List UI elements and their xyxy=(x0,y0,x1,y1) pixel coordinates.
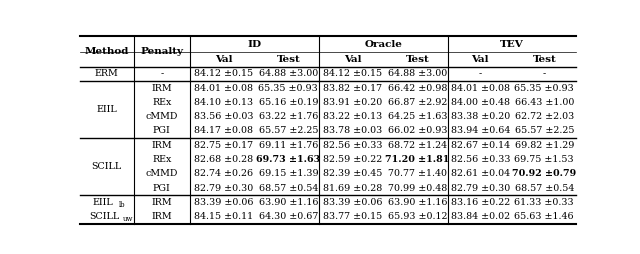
Text: 65.35 ±0.93: 65.35 ±0.93 xyxy=(259,84,318,92)
Text: cMMD: cMMD xyxy=(146,112,178,121)
Text: 84.12 ±0.15: 84.12 ±0.15 xyxy=(195,69,253,78)
Text: 65.57 ±2.25: 65.57 ±2.25 xyxy=(259,126,318,135)
Text: 83.94 ±0.64: 83.94 ±0.64 xyxy=(451,126,510,135)
Text: -: - xyxy=(543,69,546,78)
Text: 65.16 ±0.19: 65.16 ±0.19 xyxy=(259,98,318,107)
Text: 84.12 ±0.15: 84.12 ±0.15 xyxy=(323,69,382,78)
Text: PGI: PGI xyxy=(153,184,171,193)
Text: -: - xyxy=(479,69,482,78)
Text: 66.02 ±0.93: 66.02 ±0.93 xyxy=(388,126,447,135)
Text: IRM: IRM xyxy=(152,84,172,92)
Text: 66.42 ±0.98: 66.42 ±0.98 xyxy=(388,84,447,92)
Text: IRM: IRM xyxy=(152,141,172,150)
Text: EIIL: EIIL xyxy=(92,198,113,207)
Text: 83.39 ±0.06: 83.39 ±0.06 xyxy=(323,198,383,207)
Text: REx: REx xyxy=(152,98,172,107)
Text: 63.90 ±1.16: 63.90 ±1.16 xyxy=(259,198,318,207)
Text: cMMD: cMMD xyxy=(146,169,178,178)
Text: ERM: ERM xyxy=(95,69,118,78)
Text: 68.72 ±1.24: 68.72 ±1.24 xyxy=(388,141,447,150)
Text: 63.90 ±1.16: 63.90 ±1.16 xyxy=(388,198,447,207)
Text: 84.01 ±0.08: 84.01 ±0.08 xyxy=(451,84,510,92)
Text: lb: lb xyxy=(119,201,126,209)
Text: 82.75 ±0.17: 82.75 ±0.17 xyxy=(195,141,253,150)
Text: 84.01 ±0.08: 84.01 ±0.08 xyxy=(195,84,253,92)
Text: Test: Test xyxy=(276,55,300,64)
Text: SCILL: SCILL xyxy=(89,212,120,221)
Text: PGI: PGI xyxy=(153,126,171,135)
Text: 65.93 ±0.12: 65.93 ±0.12 xyxy=(388,212,447,221)
Text: 70.92 ±0.79: 70.92 ±0.79 xyxy=(512,169,576,178)
Text: Test: Test xyxy=(405,55,429,64)
Text: TEV: TEV xyxy=(500,40,524,49)
Text: Val: Val xyxy=(344,55,362,64)
Text: 82.56 ±0.33: 82.56 ±0.33 xyxy=(451,155,510,164)
Text: uw: uw xyxy=(123,215,134,223)
Text: 84.00 ±0.48: 84.00 ±0.48 xyxy=(451,98,510,107)
Text: 82.79 ±0.30: 82.79 ±0.30 xyxy=(194,184,253,193)
Text: 82.61 ±0.04: 82.61 ±0.04 xyxy=(451,169,510,178)
Text: 64.30 ±0.67: 64.30 ±0.67 xyxy=(259,212,318,221)
Text: 84.15 ±0.11: 84.15 ±0.11 xyxy=(195,212,253,221)
Text: 70.77 ±1.40: 70.77 ±1.40 xyxy=(388,169,447,178)
Text: 83.56 ±0.03: 83.56 ±0.03 xyxy=(194,112,253,121)
Text: 65.35 ±0.93: 65.35 ±0.93 xyxy=(515,84,574,92)
Text: 83.91 ±0.20: 83.91 ±0.20 xyxy=(323,98,383,107)
Text: SCILL: SCILL xyxy=(92,162,122,171)
Text: 82.56 ±0.33: 82.56 ±0.33 xyxy=(323,141,383,150)
Text: 63.22 ±1.76: 63.22 ±1.76 xyxy=(259,112,318,121)
Text: Oracle: Oracle xyxy=(365,40,403,49)
Text: EIIL: EIIL xyxy=(97,105,117,114)
Text: 69.73 ±1.63: 69.73 ±1.63 xyxy=(256,155,321,164)
Text: 83.22 ±0.13: 83.22 ±0.13 xyxy=(323,112,383,121)
Text: 83.38 ±0.20: 83.38 ±0.20 xyxy=(451,112,510,121)
Text: 62.72 ±2.03: 62.72 ±2.03 xyxy=(515,112,574,121)
Text: 84.10 ±0.13: 84.10 ±0.13 xyxy=(195,98,253,107)
Text: 83.78 ±0.03: 83.78 ±0.03 xyxy=(323,126,383,135)
Text: 82.39 ±0.45: 82.39 ±0.45 xyxy=(323,169,383,178)
Text: 82.74 ±0.26: 82.74 ±0.26 xyxy=(195,169,253,178)
Text: 83.82 ±0.17: 83.82 ±0.17 xyxy=(323,84,382,92)
Text: 64.88 ±3.00: 64.88 ±3.00 xyxy=(259,69,318,78)
Text: 69.82 ±1.29: 69.82 ±1.29 xyxy=(515,141,574,150)
Text: Val: Val xyxy=(472,55,489,64)
Text: 82.79 ±0.30: 82.79 ±0.30 xyxy=(451,184,510,193)
Text: 82.67 ±0.14: 82.67 ±0.14 xyxy=(451,141,510,150)
Text: Val: Val xyxy=(215,55,232,64)
Text: 69.15 ±1.39: 69.15 ±1.39 xyxy=(259,169,318,178)
Text: 64.25 ±1.63: 64.25 ±1.63 xyxy=(388,112,447,121)
Text: IRM: IRM xyxy=(152,198,172,207)
Text: IRM: IRM xyxy=(152,212,172,221)
Text: 68.57 ±0.54: 68.57 ±0.54 xyxy=(515,184,574,193)
Text: 65.63 ±1.46: 65.63 ±1.46 xyxy=(515,212,574,221)
Text: 83.84 ±0.02: 83.84 ±0.02 xyxy=(451,212,510,221)
Text: ID: ID xyxy=(248,40,262,49)
Text: 70.99 ±0.48: 70.99 ±0.48 xyxy=(388,184,447,193)
Text: 69.11 ±1.76: 69.11 ±1.76 xyxy=(259,141,318,150)
Text: 66.87 ±2.92: 66.87 ±2.92 xyxy=(388,98,447,107)
Text: -: - xyxy=(160,69,163,78)
Text: 66.43 ±1.00: 66.43 ±1.00 xyxy=(515,98,574,107)
Text: Test: Test xyxy=(532,55,556,64)
Text: 83.39 ±0.06: 83.39 ±0.06 xyxy=(194,198,253,207)
Text: 82.68 ±0.28: 82.68 ±0.28 xyxy=(195,155,253,164)
Text: 65.57 ±2.25: 65.57 ±2.25 xyxy=(515,126,574,135)
Text: 71.20 ±1.81: 71.20 ±1.81 xyxy=(385,155,449,164)
Text: Penalty: Penalty xyxy=(140,47,183,56)
Text: 83.77 ±0.15: 83.77 ±0.15 xyxy=(323,212,383,221)
Text: REx: REx xyxy=(152,155,172,164)
Text: 61.33 ±0.33: 61.33 ±0.33 xyxy=(515,198,574,207)
Text: 82.59 ±0.22: 82.59 ±0.22 xyxy=(323,155,383,164)
Text: 84.17 ±0.08: 84.17 ±0.08 xyxy=(195,126,253,135)
Text: 83.16 ±0.22: 83.16 ±0.22 xyxy=(451,198,510,207)
Text: 64.88 ±3.00: 64.88 ±3.00 xyxy=(388,69,447,78)
Text: 81.69 ±0.28: 81.69 ±0.28 xyxy=(323,184,383,193)
Text: 68.57 ±0.54: 68.57 ±0.54 xyxy=(259,184,318,193)
Text: 69.75 ±1.53: 69.75 ±1.53 xyxy=(515,155,574,164)
Text: Method: Method xyxy=(84,47,129,56)
